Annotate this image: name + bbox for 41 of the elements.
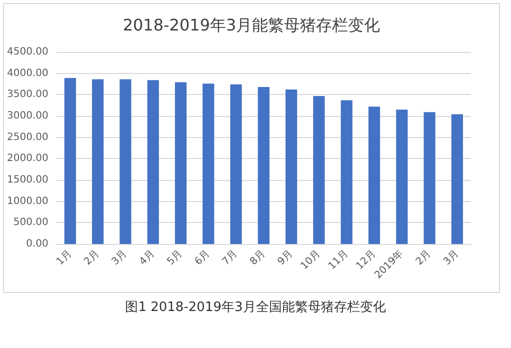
- bar: [230, 84, 242, 244]
- bar: [64, 78, 76, 244]
- bar: [147, 80, 159, 244]
- bar: [451, 114, 463, 244]
- y-tick-label: 2500.00: [6, 132, 48, 143]
- bar: [120, 79, 132, 244]
- bar: [313, 96, 325, 244]
- y-tick-label: 0.00: [26, 238, 48, 250]
- x-tick-label: 10月: [299, 248, 323, 272]
- bar: [258, 86, 270, 244]
- x-tick-label: 11月: [326, 248, 350, 272]
- x-tick-label: 3月: [110, 248, 130, 268]
- x-tick-label: 1月: [54, 248, 74, 268]
- y-tick-label: 4500.00: [6, 46, 48, 58]
- bar: [340, 100, 352, 244]
- y-tick-label: 4000.00: [6, 68, 48, 79]
- chart-title: 2018-2019年3月能繁母猪存栏变化: [122, 16, 380, 34]
- bar: [92, 79, 104, 244]
- x-tick-label: 12月: [354, 248, 378, 272]
- x-tick-label: 4月: [138, 248, 157, 268]
- x-tick-label: 8月: [248, 248, 268, 268]
- x-tick-label: 9月: [276, 248, 296, 268]
- x-tick-label: 2月: [414, 248, 434, 268]
- x-tick-label: 3月: [442, 248, 462, 268]
- y-tick-label: 3500.00: [6, 89, 48, 100]
- x-tick-label: 5月: [165, 248, 185, 268]
- x-tick-label: 2月: [82, 248, 102, 268]
- x-tick-label: 6月: [192, 248, 212, 268]
- bar: [368, 106, 380, 244]
- y-tick-label: 3000.00: [6, 110, 48, 122]
- bar: [174, 82, 187, 244]
- y-tick-label: 1000.00: [6, 196, 48, 207]
- bar: [202, 84, 214, 244]
- y-tick-label: 1500.00: [6, 174, 48, 186]
- y-tick-label: 2000.00: [6, 153, 48, 164]
- bar: [424, 112, 436, 244]
- caption: 图1 2018-2019年3月全国能繁母猪存栏变化: [124, 299, 387, 316]
- bar: [396, 110, 408, 244]
- x-tick-label: 7月: [220, 248, 240, 268]
- bar: [286, 90, 298, 244]
- y-tick-label: 500.00: [13, 217, 48, 228]
